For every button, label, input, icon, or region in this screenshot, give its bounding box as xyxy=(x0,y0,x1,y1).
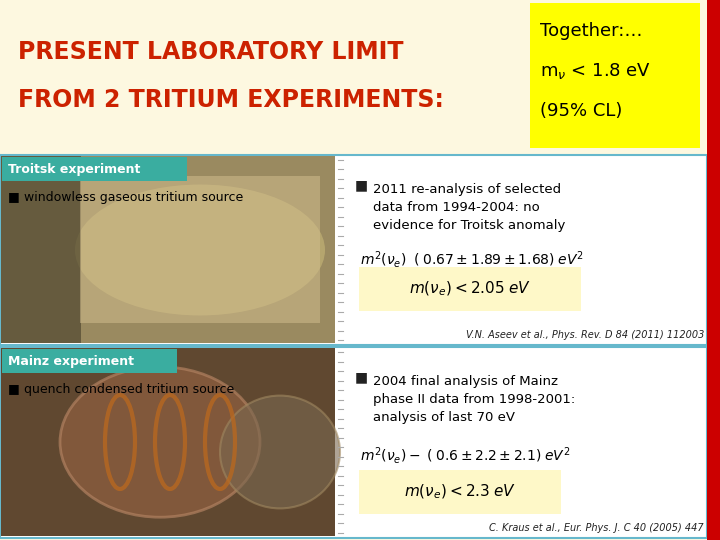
Text: phase II data from 1998-2001:: phase II data from 1998-2001: xyxy=(373,393,575,406)
Text: V.N. Aseev et al., Phys. Rev. D 84 (2011) 112003: V.N. Aseev et al., Phys. Rev. D 84 (2011… xyxy=(466,330,704,340)
Text: PRESENT LABORATORY LIMIT: PRESENT LABORATORY LIMIT xyxy=(18,40,403,64)
Text: $m(\nu_e) < 2.05\; eV$: $m(\nu_e) < 2.05\; eV$ xyxy=(409,280,531,298)
Text: FROM 2 TRITIUM EXPERIMENTS:: FROM 2 TRITIUM EXPERIMENTS: xyxy=(18,88,444,112)
Ellipse shape xyxy=(75,185,325,315)
Text: analysis of last 70 eV: analysis of last 70 eV xyxy=(373,411,515,424)
Text: Together:…: Together:… xyxy=(540,22,642,40)
Text: evidence for Troitsk anomaly: evidence for Troitsk anomaly xyxy=(373,219,565,232)
Text: m$_\nu$ < 1.8 eV: m$_\nu$ < 1.8 eV xyxy=(540,61,651,81)
Bar xyxy=(80,176,320,323)
Text: $m^2(\nu_e)\;\;(\; 0.67\pm 1.89\pm 1.68)\; eV^2$: $m^2(\nu_e)\;\;(\; 0.67\pm 1.89\pm 1.68)… xyxy=(360,249,584,271)
Text: $m^2(\nu_e) -\;(\; 0.6 \pm 2.2 \pm 2.1)\; eV^2$: $m^2(\nu_e) -\;(\; 0.6 \pm 2.2 \pm 2.1)\… xyxy=(360,444,570,465)
Bar xyxy=(0,0,720,155)
Text: windowless gaseous tritium source: windowless gaseous tritium source xyxy=(24,191,243,204)
Text: (95% CL): (95% CL) xyxy=(540,102,622,120)
Text: Mainz experiment: Mainz experiment xyxy=(8,354,134,368)
Bar xyxy=(1,348,335,536)
Ellipse shape xyxy=(60,367,260,517)
Bar xyxy=(0,347,707,538)
Text: ■: ■ xyxy=(355,370,368,384)
Ellipse shape xyxy=(220,396,340,508)
Bar xyxy=(2,157,187,181)
Text: ■: ■ xyxy=(8,382,19,395)
Text: quench condensed tritium source: quench condensed tritium source xyxy=(24,382,234,395)
Bar xyxy=(2,349,177,373)
Bar xyxy=(707,0,720,540)
Bar xyxy=(1,156,81,343)
Bar xyxy=(530,3,700,148)
FancyBboxPatch shape xyxy=(359,470,561,514)
Bar xyxy=(1,156,335,343)
Text: data from 1994-2004: no: data from 1994-2004: no xyxy=(373,201,540,214)
Text: ■: ■ xyxy=(355,178,368,192)
Text: 2004 final analysis of Mainz: 2004 final analysis of Mainz xyxy=(373,375,558,388)
Text: ■: ■ xyxy=(8,191,19,204)
Text: C. Kraus et al., Eur. Phys. J. C 40 (2005) 447: C. Kraus et al., Eur. Phys. J. C 40 (200… xyxy=(490,523,704,533)
Text: $m(\nu_e) < 2.3\; eV$: $m(\nu_e) < 2.3\; eV$ xyxy=(404,483,516,501)
Text: 2011 re-analysis of selected: 2011 re-analysis of selected xyxy=(373,183,561,196)
Text: Troitsk experiment: Troitsk experiment xyxy=(8,163,140,176)
FancyBboxPatch shape xyxy=(359,267,581,311)
Bar xyxy=(0,155,707,345)
